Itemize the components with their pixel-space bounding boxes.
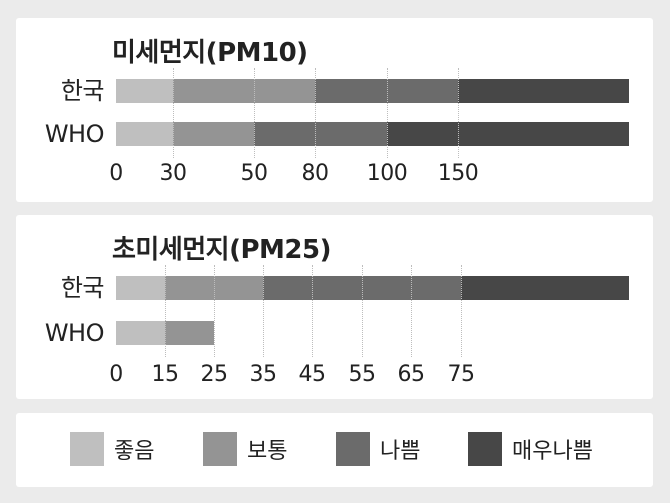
pm25-tick-label: 55 [348, 362, 377, 387]
legend: 좋음 보통 나쁨 매우나쁨 [16, 413, 653, 487]
pm10-grid-line [254, 68, 255, 158]
chart-title-pm25: 초미세먼지(PM25) [112, 235, 331, 265]
legend-swatch-bad [336, 432, 370, 466]
pm10-grid-line [458, 68, 459, 158]
pm25-grid-line [461, 265, 462, 357]
pm25-tick-label: 65 [397, 362, 426, 387]
legend-item-very-bad: 매우나쁨 [468, 432, 593, 466]
pm10-grid-line [387, 68, 388, 158]
pm10-grid-line [315, 68, 316, 158]
pm10-bar-segment-very-bad [387, 122, 629, 146]
pm25-tick-label: 15 [151, 362, 180, 387]
pm10-korea-bar [112, 79, 629, 103]
pm10-bar-segment-good [116, 79, 173, 103]
pm25-tick-label: 45 [298, 362, 327, 387]
legend-label-bad: 나쁨 [380, 439, 421, 464]
pm25-bar-segment-good [116, 321, 165, 345]
legend-label-normal: 보통 [247, 439, 288, 464]
pm25-grid-line [362, 265, 363, 357]
pm10-grid-line [173, 68, 174, 158]
legend-swatch-good [70, 432, 104, 466]
legend-item-bad: 나쁨 [336, 432, 420, 466]
row-label-korea-pm10: 한국 [60, 77, 105, 105]
pm10-tick-label: 0 [109, 161, 123, 186]
pm25-tick-label: 75 [447, 362, 476, 387]
pm10-who-bar [112, 122, 629, 146]
pm10-bar-segment-bad [254, 122, 387, 146]
pm25-tick-label: 35 [249, 362, 278, 387]
pm25-bar-segment-normal [165, 321, 214, 345]
legend-label-good: 좋음 [114, 439, 155, 464]
pm25-grid-line [411, 265, 412, 357]
pm10-bar-segment-very-bad [458, 79, 629, 103]
pm25-tick-label: 0 [109, 362, 123, 387]
pm25-grid-line [263, 265, 264, 357]
pm10-tick-label: 100 [366, 161, 408, 186]
pm25-bar-segment-good [116, 276, 165, 300]
legend-item-good: 좋음 [70, 432, 154, 466]
pm25-grid-line [214, 265, 215, 357]
pm25-who-bar [112, 321, 629, 345]
pm10-tick-label: 50 [240, 161, 269, 186]
row-label-korea-pm25: 한국 [60, 274, 105, 302]
pm10-bar-segment-normal [173, 79, 315, 103]
legend-swatch-normal [203, 432, 237, 466]
legend-swatch-very-bad [468, 432, 502, 466]
pm25-grid-line [165, 265, 166, 357]
pm25-bar-segment-very-bad [461, 276, 629, 300]
pm25-grid-line [312, 265, 313, 357]
chart-title-pm10: 미세먼지(PM10) [112, 38, 308, 68]
pm10-tick-label: 80 [301, 161, 330, 186]
row-label-who-pm10: WHO [44, 120, 105, 148]
pm25-tick-label: 25 [200, 362, 229, 387]
legend-item-normal: 보통 [203, 432, 287, 466]
pm25-chart-panel: 초미세먼지(PM25) 한국 WHO 0 15 25 35 45 55 65 75 [16, 215, 653, 399]
pm10-bar-segment-good [116, 122, 173, 146]
pm25-korea-bar [112, 276, 629, 300]
pm10-bar-segment-bad [315, 79, 458, 103]
legend-label-very-bad: 매우나쁨 [512, 439, 593, 464]
pm10-tick-label: 150 [437, 161, 479, 186]
pm10-chart-panel: 미세먼지(PM10) 한국 WHO 0 30 50 80 100 150 [16, 18, 653, 202]
pm10-bar-segment-normal [173, 122, 254, 146]
pm10-tick-label: 30 [159, 161, 188, 186]
row-label-who-pm25: WHO [44, 319, 105, 347]
